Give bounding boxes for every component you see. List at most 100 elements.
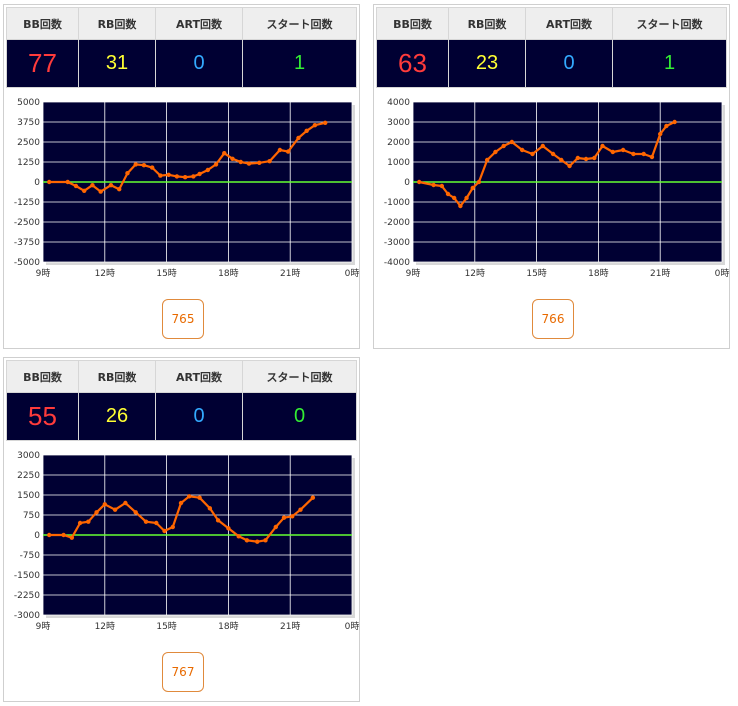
data-point [493, 149, 498, 155]
data-point [263, 538, 268, 543]
data-point [77, 520, 83, 526]
x-tick-label: 12時 [465, 268, 485, 279]
data-point [244, 538, 250, 543]
y-tick-label: 3000 [387, 118, 410, 128]
data-point [178, 500, 184, 506]
data-point [540, 143, 545, 149]
data-point [620, 147, 626, 153]
rb-count: 31 [78, 39, 156, 88]
y-tick-label: 4000 [387, 98, 410, 108]
data-point [281, 515, 287, 520]
data-point [133, 162, 138, 167]
data-point [658, 131, 663, 137]
data-point [125, 171, 130, 176]
y-tick-label: 1500 [17, 491, 40, 501]
art-header: ART回数 [155, 360, 243, 393]
data-point [143, 519, 149, 524]
data-point [238, 159, 243, 165]
data-point [133, 510, 138, 515]
data-point [501, 143, 506, 149]
bb-header: BB回数 [6, 7, 79, 40]
x-tick-label: 21時 [650, 268, 670, 279]
art-header: ART回数 [525, 7, 613, 40]
data-point [170, 524, 175, 530]
x-tick-label: 21時 [280, 621, 300, 632]
data-point [323, 120, 328, 125]
data-point [102, 502, 108, 507]
machine-number-button[interactable]: 765 [162, 299, 204, 339]
data-point [431, 182, 436, 188]
data-point [73, 183, 79, 189]
rb-count: 26 [78, 392, 156, 441]
rb-header: RB回数 [78, 7, 156, 40]
data-point [82, 188, 87, 193]
data-point [641, 151, 646, 157]
data-point [484, 157, 490, 163]
data-point [664, 123, 669, 129]
data-point [215, 518, 221, 523]
data-point [141, 163, 147, 168]
y-tick-label: -1500 [14, 571, 40, 581]
data-point [416, 179, 422, 185]
y-tick-label: 2250 [17, 471, 40, 481]
data-point [476, 179, 482, 185]
data-point [222, 151, 227, 156]
data-point [154, 520, 159, 526]
data-point [65, 179, 70, 185]
y-tick-label: 0 [34, 178, 40, 188]
x-tick-label: 0時 [345, 268, 360, 279]
bb-count: 63 [376, 39, 449, 88]
data-point [304, 128, 309, 133]
data-point [191, 174, 196, 179]
art-count: 0 [155, 392, 243, 441]
y-tick-label: 1000 [387, 158, 410, 168]
x-tick-label: 9時 [36, 621, 51, 632]
y-tick-label: -4000 [384, 258, 410, 268]
data-point [257, 160, 262, 165]
x-tick-label: 15時 [526, 268, 546, 279]
x-tick-label: 12時 [95, 621, 115, 632]
y-tick-label: 3750 [17, 118, 40, 128]
data-point [273, 524, 278, 530]
y-tick-label: -2250 [14, 591, 40, 601]
stats-table: BB回数 RB回数 ART回数 スタート回数 77 31 0 1 [6, 7, 357, 88]
data-point [246, 161, 252, 166]
machine-number-button[interactable]: 767 [162, 652, 204, 692]
y-tick-label: 0 [404, 178, 410, 188]
art-count: 0 [155, 39, 243, 88]
data-point [550, 151, 556, 157]
x-tick-label: 0時 [715, 268, 730, 279]
stats-table: BB回数 RB回数 ART回数 スタート回数 63 23 0 1 [376, 7, 727, 88]
data-point [530, 151, 535, 157]
data-point [117, 187, 122, 192]
data-point [123, 500, 128, 506]
art-count: 0 [525, 39, 613, 88]
y-tick-label: -1250 [14, 198, 40, 208]
start-header: スタート回数 [242, 360, 357, 393]
data-point [298, 507, 303, 512]
rb-header: RB回数 [78, 360, 156, 393]
data-point [205, 167, 210, 173]
x-tick-label: 12時 [95, 268, 115, 279]
data-point [445, 191, 451, 197]
x-tick-label: 9時 [36, 268, 51, 279]
machine-card-767: BB回数 RB回数 ART回数 スタート回数 55 26 0 0 3000 225… [3, 357, 360, 702]
data-point [575, 155, 580, 161]
data-point [464, 195, 469, 201]
data-point [583, 156, 589, 162]
data-point [290, 514, 295, 519]
machine-card-766: BB回数 RB回数 ART回数 スタート回数 63 23 0 1 4000 300… [373, 4, 730, 349]
x-tick-label: 15時 [156, 621, 176, 632]
start-count: 1 [612, 39, 727, 88]
data-point [86, 519, 91, 524]
data-point [197, 171, 202, 177]
data-point [458, 203, 463, 209]
bb-header: BB回数 [376, 7, 449, 40]
data-point [230, 156, 235, 161]
data-point [567, 163, 572, 169]
machine-number-button[interactable]: 766 [532, 299, 574, 339]
data-point [439, 183, 445, 189]
machine-card-765: BB回数 RB回数 ART回数 スタート回数 77 31 0 1 5000 375… [3, 4, 360, 349]
y-tick-label: 750 [23, 511, 40, 521]
data-point [470, 185, 475, 191]
